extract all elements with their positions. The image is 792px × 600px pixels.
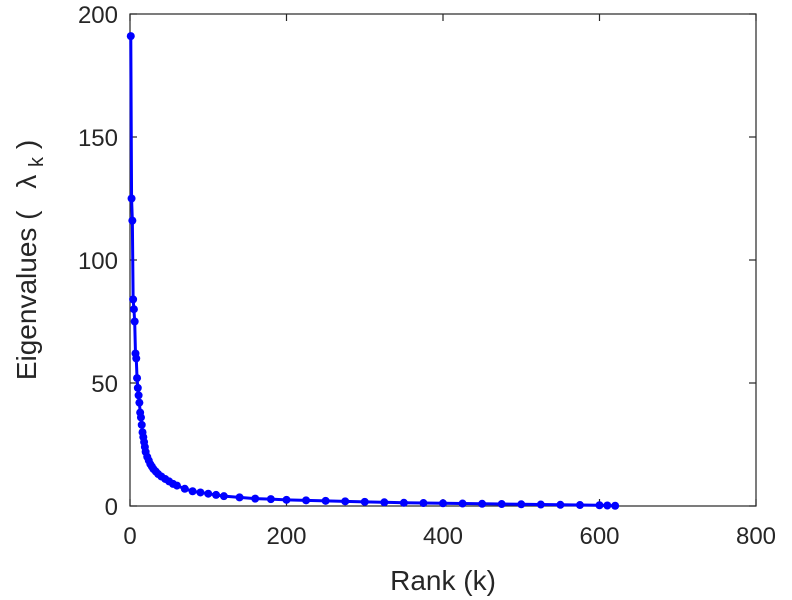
y-axis-label-subscript: k — [26, 156, 48, 167]
data-point — [595, 501, 604, 510]
y-axis-label: Eigenvalues ( λ k ) — [11, 140, 49, 380]
data-point — [127, 194, 136, 203]
data-point — [136, 413, 145, 422]
x-tick-label-0: 0 — [123, 523, 136, 550]
data-point — [439, 499, 447, 508]
plot-area — [129, 13, 757, 507]
data-point — [341, 497, 350, 506]
data-point — [212, 490, 221, 499]
axis-ticks — [129, 13, 757, 507]
data-point — [130, 317, 139, 326]
data-point — [497, 500, 506, 509]
data-point — [251, 494, 260, 503]
data-point — [129, 305, 138, 314]
data-point — [180, 484, 189, 493]
data-point — [399, 498, 408, 507]
data-point — [458, 499, 467, 508]
data-point — [128, 216, 137, 225]
y-tick-label-2: 100 — [78, 248, 118, 275]
data-point — [135, 398, 144, 407]
y-axis-label-suffix: ) — [11, 140, 42, 149]
data-point — [196, 488, 205, 497]
data-point — [478, 499, 487, 508]
y-axis-label-prefix: Eigenvalues ( — [11, 210, 42, 380]
data-point — [133, 374, 142, 383]
data-point — [133, 383, 142, 392]
data-point — [266, 495, 275, 504]
data-point — [235, 493, 244, 502]
data-point — [556, 500, 565, 509]
data-point — [360, 497, 369, 506]
data-point — [126, 32, 135, 41]
data-point — [536, 500, 545, 509]
tick-labels: 0 200 400 600 800 0 50 100 150 200 — [78, 2, 776, 550]
data-point — [302, 496, 311, 505]
x-tick-label-1: 200 — [266, 523, 306, 550]
y-tick-label-3: 150 — [78, 125, 118, 152]
data-points — [126, 32, 620, 510]
x-axis-label: Rank (k) — [390, 565, 496, 596]
data-point — [321, 496, 330, 505]
data-point — [517, 500, 526, 509]
y-tick-label-1: 50 — [91, 371, 118, 398]
data-point — [134, 391, 143, 400]
data-point — [129, 295, 138, 304]
data-point — [137, 420, 146, 429]
y-tick-label-4: 200 — [78, 2, 118, 29]
y-tick-label-0: 0 — [105, 494, 118, 521]
data-point — [603, 501, 612, 510]
x-tick-label-2: 400 — [423, 523, 463, 550]
x-tick-label-4: 800 — [736, 523, 776, 550]
data-point — [132, 354, 141, 363]
data-point — [204, 489, 213, 498]
data-point — [380, 498, 389, 507]
data-point — [611, 501, 620, 510]
y-axis-label-symbol: λ — [11, 175, 42, 189]
data-point — [575, 501, 584, 510]
data-point — [172, 481, 181, 490]
data-point — [188, 487, 197, 496]
data-point — [419, 499, 428, 508]
x-tick-label-3: 600 — [579, 523, 619, 550]
data-point — [282, 495, 291, 504]
data-point — [219, 492, 228, 501]
